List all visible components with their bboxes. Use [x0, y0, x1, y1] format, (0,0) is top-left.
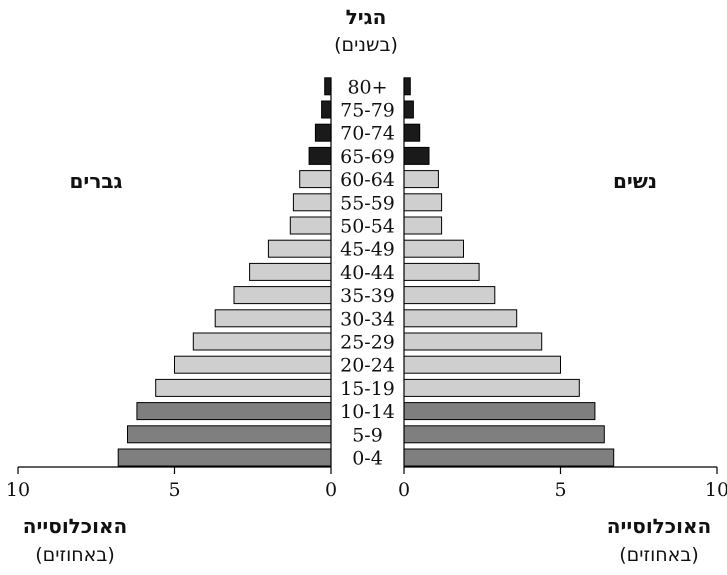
age-label-30-34: 30-34 — [340, 308, 395, 330]
female-bar-40-44 — [403, 262, 480, 281]
age-label-60-64: 60-64 — [340, 169, 395, 191]
male-bar-75-79 — [321, 100, 332, 119]
age-label-25-29: 25-29 — [340, 332, 395, 354]
age-label-10-14: 10-14 — [340, 401, 395, 423]
right-group-label: נשים — [613, 169, 657, 193]
male-bar-5-9 — [127, 425, 332, 444]
age-label-45-49: 45-49 — [340, 239, 395, 261]
age-label-40-44: 40-44 — [340, 262, 395, 284]
male-bar-55-59 — [292, 193, 332, 212]
male-bars — [117, 77, 332, 467]
male-bar-25-29 — [192, 332, 332, 351]
axes: 0 0 5 5 10 10 — [6, 78, 727, 501]
x-tick-label-left-5: 5 — [168, 479, 180, 501]
x-axis-unit-right: (באחוזים) — [619, 544, 699, 566]
x-tick-label-left-0: 0 — [325, 479, 337, 501]
x-axis-label-left: האוכלוסייה — [23, 514, 128, 538]
male-bar-80+ — [324, 77, 332, 96]
age-label-20-24: 20-24 — [340, 355, 395, 377]
male-bar-40-44 — [249, 262, 332, 281]
chart-title: הגיל — [346, 5, 387, 29]
age-label-35-39: 35-39 — [340, 285, 395, 307]
age-label-70-74: 70-74 — [340, 123, 395, 145]
age-label-65-69: 65-69 — [340, 146, 395, 168]
male-bar-10-14 — [136, 402, 332, 421]
x-axis-unit-left: (באחוזים) — [35, 544, 115, 566]
age-label-55-59: 55-59 — [340, 192, 395, 214]
female-bar-70-74 — [403, 123, 421, 142]
female-bar-5-9 — [403, 425, 605, 444]
x-tick-label-right-0: 0 — [398, 479, 410, 501]
age-label-15-19: 15-19 — [340, 378, 395, 400]
male-bar-20-24 — [174, 355, 332, 374]
female-bars — [403, 77, 615, 467]
female-bar-50-54 — [403, 216, 443, 235]
male-bar-15-19 — [155, 378, 332, 397]
female-bar-0-4 — [403, 448, 615, 467]
male-bar-50-54 — [289, 216, 332, 235]
x-tick-label-left-10: 10 — [6, 479, 30, 501]
age-label-5-9: 5-9 — [352, 424, 383, 446]
x-axis-label-right: האוכלוסייה — [607, 514, 712, 538]
chart-subtitle: (בשנים) — [334, 34, 398, 56]
female-bar-45-49 — [403, 239, 464, 258]
age-labels: 0-45-910-1415-1920-2425-2930-3435-3940-4… — [340, 76, 395, 469]
female-bar-75-79 — [403, 100, 414, 119]
x-tick-label-right-5: 5 — [554, 479, 566, 501]
female-bar-25-29 — [403, 332, 543, 351]
female-bar-35-39 — [403, 286, 496, 305]
x-tick-label-right-10: 10 — [705, 479, 727, 501]
male-bar-70-74 — [314, 123, 332, 142]
female-bar-15-19 — [403, 378, 580, 397]
female-bar-10-14 — [403, 402, 596, 421]
male-bar-45-49 — [267, 239, 332, 258]
male-bar-30-34 — [214, 309, 332, 328]
female-bar-65-69 — [403, 146, 430, 165]
female-bar-20-24 — [403, 355, 561, 374]
age-label-0-4: 0-4 — [352, 448, 383, 470]
female-bar-30-34 — [403, 309, 518, 328]
male-bar-60-64 — [299, 170, 332, 189]
female-bar-55-59 — [403, 193, 443, 212]
female-bar-80+ — [403, 77, 411, 96]
age-label-75-79: 75-79 — [340, 100, 395, 122]
male-bar-35-39 — [233, 286, 332, 305]
female-bar-60-64 — [403, 170, 439, 189]
male-bar-0-4 — [117, 448, 332, 467]
age-label-80+: 80+ — [347, 76, 387, 98]
male-bar-65-69 — [308, 146, 332, 165]
left-group-label: גברים — [70, 169, 123, 193]
age-label-50-54: 50-54 — [340, 216, 395, 238]
